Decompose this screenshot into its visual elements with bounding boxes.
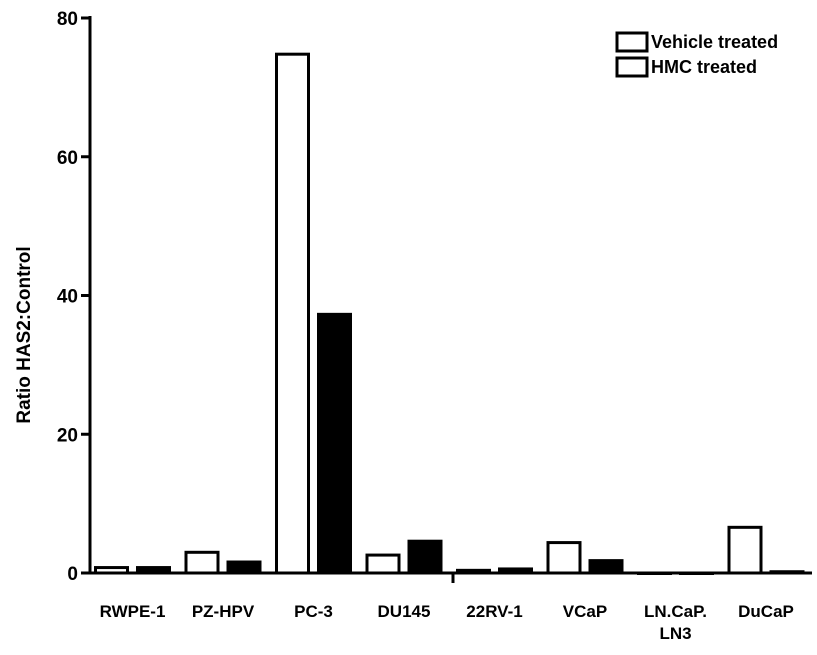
bar-hmc bbox=[679, 571, 714, 575]
y-tick-label: 40 bbox=[57, 287, 78, 308]
category-label: VCaP bbox=[563, 602, 607, 621]
category-label: DU145 bbox=[378, 602, 431, 621]
category-label: LN.CaP. bbox=[644, 602, 707, 621]
bar-hmc bbox=[407, 539, 443, 575]
bar-vehicle bbox=[637, 571, 672, 575]
bar-vehicle bbox=[184, 550, 220, 575]
category-label: PC-3 bbox=[294, 602, 333, 621]
bar-hmc bbox=[769, 570, 805, 575]
legend-label: HMC treated bbox=[651, 57, 757, 77]
bar-vehicle bbox=[365, 553, 401, 575]
bar-hmc bbox=[317, 312, 352, 575]
bar-vehicle bbox=[94, 566, 129, 575]
bar-hmc bbox=[588, 559, 624, 575]
y-axis: 0 20 40 60 80 bbox=[57, 9, 92, 585]
legend-label: Vehicle treated bbox=[651, 32, 778, 52]
y-axis-label: Ratio HAS2:Control bbox=[14, 246, 35, 423]
category-labels: RWPE-1 PZ-HPV PC-3 DU145 22RV-1 VCaP LN.CaP. LN… bbox=[100, 602, 794, 643]
category-label: DuCaP bbox=[738, 602, 794, 621]
bar-hmc bbox=[498, 567, 533, 575]
y-tick-label: 60 bbox=[57, 148, 78, 169]
category-label: PZ-HPV bbox=[192, 602, 255, 621]
bars bbox=[94, 52, 805, 575]
bar-vehicle bbox=[546, 541, 582, 575]
bar-vehicle bbox=[456, 568, 491, 575]
legend: Vehicle treated HMC treated bbox=[615, 31, 778, 78]
legend-swatch bbox=[615, 31, 649, 53]
category-label: 22RV-1 bbox=[466, 602, 522, 621]
bar-hmc bbox=[136, 566, 171, 575]
y-tick-label: 20 bbox=[57, 425, 78, 446]
bar-vehicle bbox=[727, 525, 763, 575]
bar-vehicle bbox=[275, 52, 310, 575]
y-tick-label: 80 bbox=[57, 9, 78, 30]
legend-swatch bbox=[615, 56, 649, 78]
y-tick-label: 0 bbox=[67, 564, 78, 585]
category-label: LN3 bbox=[659, 624, 691, 643]
bar-hmc bbox=[226, 560, 262, 575]
category-label: RWPE-1 bbox=[100, 602, 166, 621]
